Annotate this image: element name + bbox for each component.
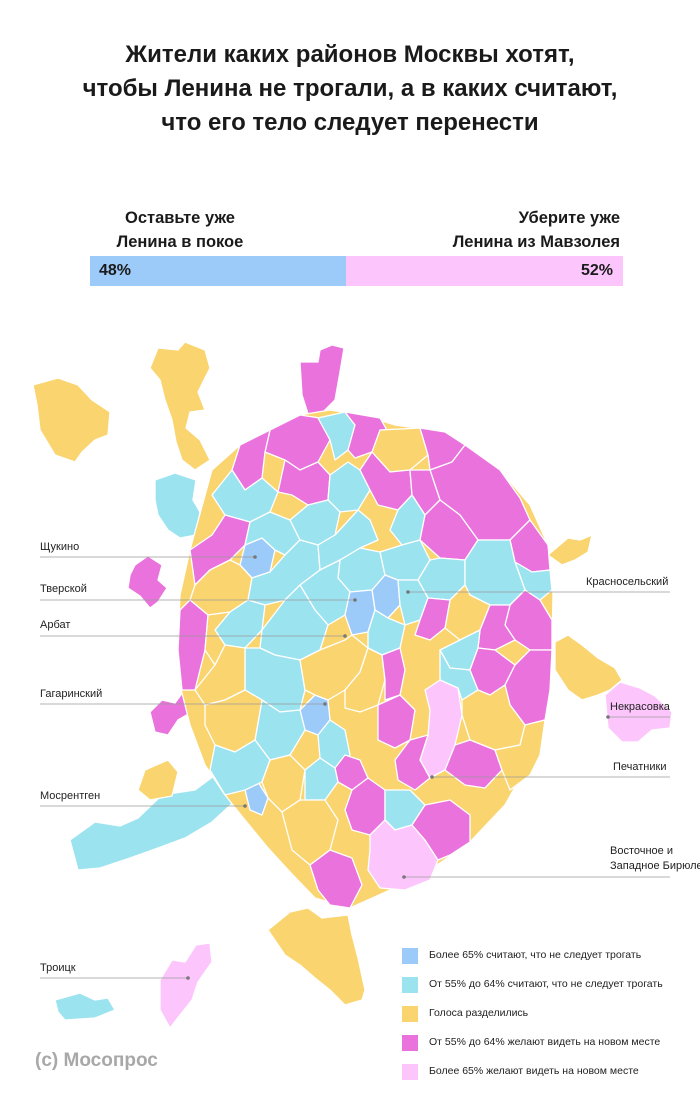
district-north-spike: [299, 344, 345, 421]
district-east-exclave: [547, 534, 593, 566]
move-share-value: 52%: [580, 262, 613, 279]
title-line-3: что его тело следует перенести: [161, 109, 539, 136]
move-label-line-2: Ленина из Мавзолея: [452, 233, 620, 251]
legend-label: Голоса разделились: [429, 1007, 529, 1019]
district-s-split-2: [281, 799, 339, 866]
keep-label: Оставьте уже Ленина в покое: [90, 206, 270, 254]
copyright: (c) Мосопрос: [35, 1050, 158, 1071]
legend-swatch: [402, 948, 418, 964]
legend-swatch: [402, 1035, 418, 1051]
legend-swatch: [402, 1006, 418, 1022]
district-sw-exclave: [54, 992, 116, 1021]
district-nekrasovka: [604, 681, 673, 743]
legend-label: От 55% до 64% желают видеть на новом мес…: [429, 1036, 661, 1048]
label-mosrentgen: Мосрентген: [40, 790, 101, 802]
district-se-move-3: [394, 734, 431, 791]
legend-label: От 55% до 64% считают, что не следует тр…: [429, 978, 663, 990]
legend-label: Более 65% желают видеть на новом месте: [429, 1065, 639, 1077]
poll-bar: 48% 52%: [90, 256, 623, 286]
district-w-move-2: [177, 599, 209, 691]
keep-share-segment: 48%: [90, 256, 346, 286]
label-tverskoy: Тверской: [40, 583, 87, 595]
district-biryulevo: [367, 819, 439, 891]
label-gagarinsky: Гагаринский: [40, 688, 103, 700]
label-krasnoselsky: Красносельский: [586, 576, 669, 588]
move-share-segment: 52%: [346, 256, 623, 286]
legend-swatch: [402, 1064, 418, 1080]
district-north-exclave: [149, 341, 211, 471]
label-biryulevo: Восточное и Западное Бирюлево: [610, 844, 700, 874]
keep-label-line-2: Ленина в покое: [116, 233, 244, 251]
label-biryulevo-line-1: Восточное и: [610, 845, 673, 857]
label-nekrasovka: Некрасовка: [610, 701, 670, 713]
page-title: Жители каких районов Москвы хотят, чтобы…: [0, 38, 700, 140]
district-sw-split-4: [261, 754, 306, 813]
district-zelenograd: [32, 377, 111, 463]
label-biryulevo-line-2: Западное Бирюлево: [610, 860, 700, 872]
keep-share-value: 48%: [99, 262, 132, 279]
legend-label: Более 65% считают, что не следует трогат…: [429, 949, 642, 961]
label-arbat: Арбат: [40, 619, 71, 631]
district-s-move-4: [411, 799, 471, 861]
move-label-line-1: Уберите уже: [518, 209, 620, 227]
district-se-move-6: [444, 739, 503, 789]
keep-label-line-1: Оставьте уже: [125, 209, 235, 227]
district-troitsk: [159, 942, 213, 1029]
district-west-exclave: [127, 555, 168, 609]
district-e-move-2: [414, 597, 451, 641]
title-line-1: Жители каких районов Москвы хотят,: [125, 41, 575, 68]
district-n-3: [344, 411, 389, 459]
district-south-split: [137, 759, 179, 801]
label-troitsk: Троицк: [40, 962, 76, 974]
label-shchukino: Щукино: [40, 541, 80, 553]
title-line-2: чтобы Ленина не трогали, а в каких счита…: [82, 75, 618, 102]
district-s-move-3: [309, 849, 363, 909]
label-pechatniki: Печатники: [613, 761, 667, 773]
legend-swatch: [402, 977, 418, 993]
move-label: Уберите уже Ленина из Мавзолея: [405, 206, 620, 254]
district-south-spike: [267, 907, 366, 1006]
district-north-west-exclave: [154, 472, 201, 539]
